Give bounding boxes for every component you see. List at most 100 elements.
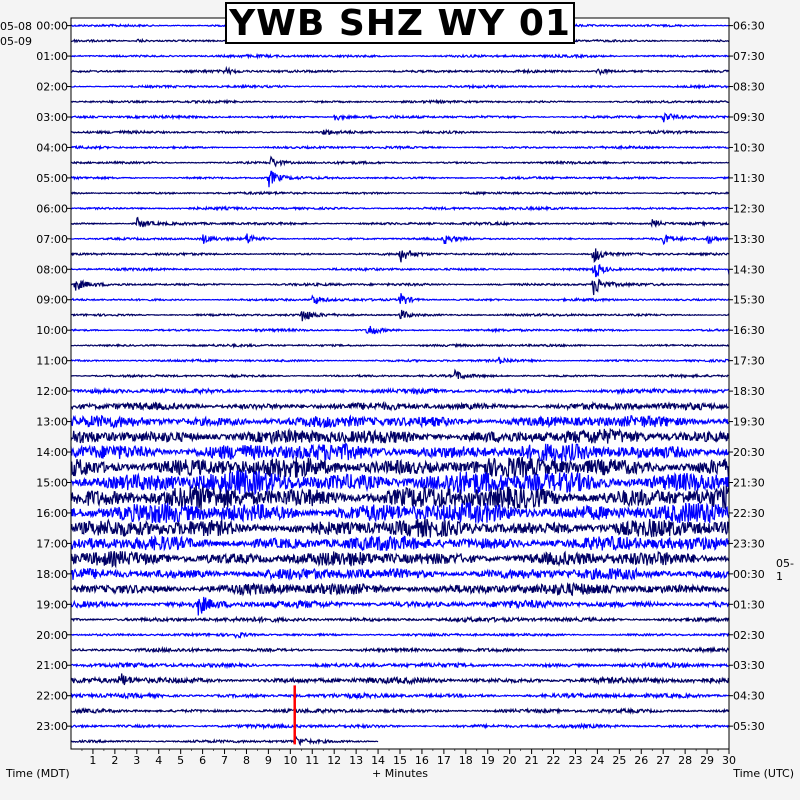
left-time-label-23: 23:00	[36, 720, 68, 733]
left-time-label-14: 14:00	[36, 446, 68, 459]
x-tick-label-3: 3	[133, 754, 140, 767]
trace-row-2	[70, 52, 730, 60]
trace-row-43	[70, 673, 730, 686]
x-tick-label-13: 13	[349, 754, 363, 767]
left-time-label-20: 20:00	[36, 629, 68, 642]
x-tick-label-14: 14	[371, 754, 385, 767]
right-time-label-5: 11:30	[733, 172, 765, 185]
trace-row-30	[70, 470, 730, 496]
left-time-label-11: 11:00	[36, 355, 68, 368]
left-time-label-21: 21:00	[36, 659, 68, 672]
trace-row-9	[70, 155, 730, 168]
trace-row-46	[70, 722, 730, 731]
right-time-label-4: 10:30	[733, 141, 765, 154]
right-time-label-18: 00:30	[733, 568, 765, 581]
x-tick-label-11: 11	[305, 754, 319, 767]
left-time-label-9: 09:00	[36, 294, 68, 307]
trace-row-44	[70, 691, 730, 701]
right-time-label-14: 20:30	[733, 446, 765, 459]
left-time-label-4: 04:00	[36, 141, 68, 154]
trace-row-36	[70, 566, 730, 581]
first-row-date-label: 05-09	[0, 35, 32, 48]
right-time-label-23: 05:30	[733, 720, 765, 733]
trace-row-35	[70, 550, 730, 569]
x-tick-label-8: 8	[243, 754, 250, 767]
x-tick-label-18: 18	[459, 754, 473, 767]
right-time-label-6: 12:30	[733, 202, 765, 215]
x-tick-label-15: 15	[393, 754, 407, 767]
trace-row-39	[70, 615, 730, 625]
x-tick-label-17: 17	[437, 754, 451, 767]
x-tick-label-6: 6	[199, 754, 206, 767]
trace-row-32	[70, 501, 730, 525]
right-axis-title: Time (UTC)	[732, 767, 794, 780]
x-tick-label-30: 30	[722, 754, 736, 767]
trace-row-33	[70, 518, 730, 538]
trace-row-11	[70, 190, 730, 196]
x-tick-label-20: 20	[503, 754, 517, 767]
right-time-label-3: 09:30	[733, 111, 765, 124]
trace-row-26	[70, 414, 730, 429]
x-tick-label-10: 10	[283, 754, 297, 767]
x-tick-label-16: 16	[415, 754, 429, 767]
left-axis-title: Time (MDT)	[5, 767, 70, 780]
right-time-label-7: 13:30	[733, 233, 765, 246]
x-tick-label-9: 9	[265, 754, 272, 767]
x-tick-label-22: 22	[547, 754, 561, 767]
x-tick-label-29: 29	[700, 754, 714, 767]
right-time-label-22: 04:30	[733, 690, 765, 703]
x-tick-label-25: 25	[612, 754, 626, 767]
left-time-label-19: 19:00	[36, 598, 68, 611]
trace-row-8	[70, 144, 730, 151]
left-time-label-15: 15:00	[36, 476, 68, 489]
left-time-label-10: 10:00	[36, 324, 68, 337]
x-tick-label-2: 2	[111, 754, 118, 767]
trace-row-24	[70, 386, 730, 396]
trace-row-21	[70, 342, 730, 349]
chart-title: YWB SHZ WY 01	[225, 2, 575, 44]
left-time-label-8: 08:00	[36, 263, 68, 276]
trace-row-41	[70, 645, 730, 654]
trace-row-34	[70, 534, 730, 552]
left-time-label-0: 00:00	[36, 20, 68, 33]
trace-row-20	[70, 325, 730, 335]
trace-row-42	[70, 661, 730, 670]
trace-row-22	[70, 356, 730, 365]
trace-row-16	[70, 263, 730, 278]
x-axis-title: + Minutes	[372, 767, 428, 780]
x-tick-label-23: 23	[568, 754, 582, 767]
trace-row-17	[70, 278, 730, 296]
right-time-label-16: 22:30	[733, 507, 765, 520]
x-tick-label-4: 4	[155, 754, 162, 767]
trace-row-18	[70, 293, 730, 305]
start-date-label: 05-08	[0, 20, 32, 33]
right-time-label-10: 16:30	[733, 324, 765, 337]
trace-row-27	[70, 427, 730, 446]
trace-row-5	[70, 98, 730, 105]
left-time-label-5: 05:00	[36, 172, 68, 185]
plot-area	[71, 18, 729, 749]
right-time-label-0: 06:30	[733, 20, 765, 33]
left-time-label-18: 18:00	[36, 568, 68, 581]
x-tick-label-5: 5	[177, 754, 184, 767]
trace-row-45	[70, 706, 730, 715]
left-time-label-22: 22:00	[36, 690, 68, 703]
right-time-label-19: 01:30	[733, 598, 765, 611]
right-time-label-8: 14:30	[733, 263, 765, 276]
trace-row-10	[70, 170, 730, 188]
trace-row-23	[70, 368, 730, 380]
trace-row-15	[70, 248, 730, 263]
trace-row-29	[70, 456, 730, 478]
x-tick-label-19: 19	[481, 754, 495, 767]
trace-row-3	[70, 65, 730, 76]
left-time-label-12: 12:00	[36, 385, 68, 398]
trace-row-4	[70, 83, 730, 90]
trace-row-31	[70, 485, 730, 511]
left-time-label-17: 17:00	[36, 537, 68, 550]
right-time-label-21: 03:30	[733, 659, 765, 672]
trace-row-14	[70, 233, 730, 246]
x-tick-label-21: 21	[525, 754, 539, 767]
left-time-label-6: 06:00	[36, 202, 68, 215]
right-time-label-1: 07:30	[733, 50, 765, 63]
